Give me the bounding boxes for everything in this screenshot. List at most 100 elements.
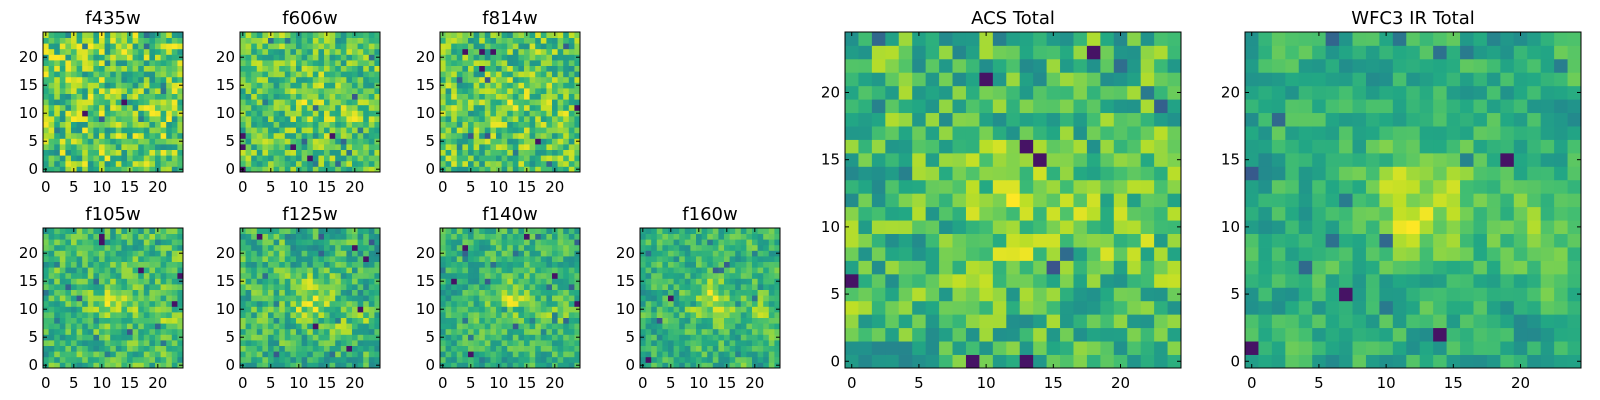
heatmap-cell bbox=[651, 250, 658, 257]
heatmap-cell bbox=[574, 328, 581, 335]
heatmap-cell bbox=[104, 110, 111, 117]
heatmap-cell bbox=[563, 317, 570, 324]
heatmap-cell bbox=[143, 272, 150, 279]
heatmap-cell bbox=[662, 323, 669, 330]
heatmap-cell bbox=[645, 256, 652, 262]
heatmap-cell bbox=[48, 284, 55, 290]
heatmap-cell bbox=[479, 138, 486, 145]
heatmap-cell bbox=[374, 328, 381, 335]
heatmap-cell bbox=[640, 272, 646, 279]
heatmap-cell bbox=[93, 284, 100, 290]
heatmap-cell bbox=[138, 267, 145, 274]
heatmap-cell bbox=[357, 88, 364, 94]
heatmap-cell bbox=[468, 272, 474, 279]
heatmap-cell bbox=[546, 300, 553, 307]
heatmap-cell bbox=[82, 278, 89, 285]
heatmap-cell bbox=[240, 99, 246, 106]
heatmap-cell bbox=[557, 104, 564, 111]
heatmap-cell bbox=[48, 160, 55, 167]
heatmap-cell bbox=[54, 250, 61, 257]
heatmap-cell bbox=[245, 88, 252, 94]
heatmap-cell bbox=[48, 65, 55, 72]
heatmap-cell bbox=[696, 261, 702, 268]
heatmap-cell bbox=[479, 256, 486, 262]
heatmap-cell bbox=[368, 54, 375, 61]
heatmap-cell bbox=[279, 250, 286, 257]
heatmap-cell bbox=[774, 284, 781, 290]
heatmap-cell bbox=[340, 110, 347, 117]
heatmap-cell bbox=[48, 312, 55, 318]
heatmap-cell bbox=[1113, 327, 1128, 342]
heatmap-cell bbox=[462, 82, 469, 89]
heatmap-cell bbox=[87, 127, 94, 134]
heatmap-cell bbox=[318, 65, 325, 72]
heatmap-cell bbox=[256, 132, 263, 139]
heatmap-cell bbox=[563, 328, 570, 335]
heatmap-cell bbox=[284, 233, 291, 240]
heatmap-cell bbox=[48, 144, 55, 150]
heatmap-cell bbox=[160, 121, 167, 128]
heatmap-cell bbox=[568, 306, 575, 313]
heatmap-cell bbox=[707, 228, 714, 234]
heatmap-cell bbox=[71, 160, 77, 167]
heatmap-cell bbox=[54, 82, 61, 89]
heatmap-cell bbox=[507, 88, 514, 94]
heatmap-cell bbox=[701, 345, 708, 352]
heatmap-cell bbox=[707, 295, 714, 302]
heatmap-cell bbox=[104, 244, 111, 251]
heatmap-cell bbox=[673, 345, 680, 352]
heatmap-cell bbox=[507, 155, 514, 162]
heatmap-cell bbox=[54, 127, 61, 134]
heatmap-cell bbox=[65, 317, 72, 324]
heatmap-cell bbox=[679, 317, 686, 324]
heatmap-cell bbox=[673, 233, 680, 240]
heatmap-cell bbox=[645, 300, 652, 307]
heatmap-cell bbox=[768, 323, 775, 330]
heatmap-cell bbox=[115, 312, 122, 318]
heatmap-cell bbox=[251, 82, 258, 89]
heatmap-cell bbox=[290, 267, 297, 274]
heatmap-cell bbox=[845, 300, 859, 315]
heatmap-cell bbox=[673, 340, 680, 346]
heatmap-cell bbox=[679, 261, 686, 268]
heatmap-cell bbox=[143, 267, 150, 274]
heatmap-cell bbox=[110, 312, 117, 318]
heatmap-cell bbox=[507, 244, 514, 251]
heatmap-cell bbox=[518, 32, 525, 38]
heatmap-cell bbox=[82, 71, 89, 78]
y-tick-label: 0 bbox=[28, 356, 38, 374]
heatmap-cell bbox=[1113, 206, 1128, 221]
heatmap-cell bbox=[535, 340, 542, 346]
heatmap-cell bbox=[149, 284, 156, 290]
heatmap-cell bbox=[939, 193, 953, 208]
heatmap-cell bbox=[740, 244, 747, 251]
heatmap-cell bbox=[132, 110, 139, 117]
heatmap-cell bbox=[301, 356, 308, 363]
heatmap-cell bbox=[115, 334, 122, 341]
heatmap-cell bbox=[177, 160, 184, 167]
heatmap-cell bbox=[273, 256, 280, 262]
heatmap-cell bbox=[110, 93, 117, 100]
heatmap-cell bbox=[898, 166, 913, 181]
y-tick-label: 5 bbox=[28, 328, 38, 346]
heatmap-cell bbox=[59, 132, 66, 139]
heatmap-cell bbox=[456, 166, 463, 173]
heatmap-cell bbox=[479, 99, 486, 106]
heatmap-cell bbox=[87, 99, 94, 106]
heatmap-cell bbox=[1033, 300, 1047, 315]
heatmap-cell bbox=[468, 110, 474, 117]
heatmap-cell bbox=[563, 127, 570, 134]
heatmap-cell bbox=[473, 261, 480, 268]
heatmap-cell bbox=[301, 340, 308, 346]
heatmap-cell bbox=[451, 138, 458, 145]
heatmap-cell bbox=[262, 312, 269, 318]
heatmap-cell bbox=[363, 160, 370, 167]
heatmap-cell bbox=[1019, 193, 1034, 208]
heatmap-cell bbox=[93, 166, 100, 173]
heatmap-cell bbox=[484, 256, 491, 262]
heatmap-cell bbox=[93, 345, 100, 352]
heatmap-cell bbox=[496, 88, 502, 94]
heatmap-cell bbox=[59, 160, 66, 167]
heatmap-cell bbox=[473, 93, 480, 100]
